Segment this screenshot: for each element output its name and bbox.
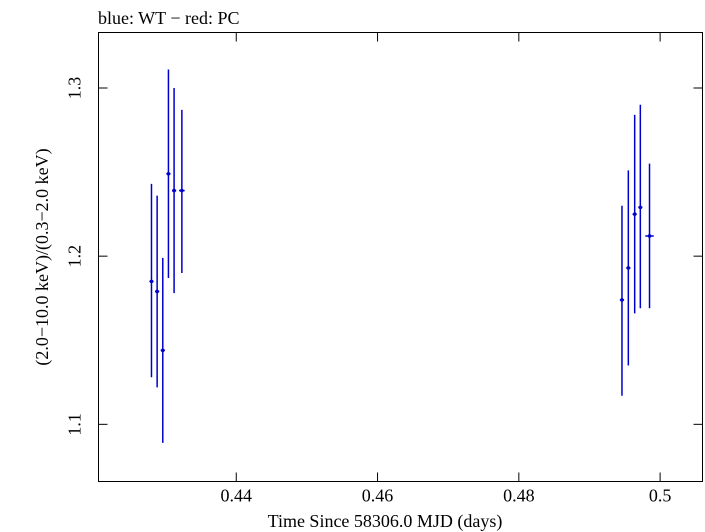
point-marker <box>166 171 171 176</box>
point-marker <box>180 188 184 193</box>
data-point <box>155 195 160 388</box>
data-point <box>171 87 177 294</box>
point-marker <box>638 205 643 210</box>
data-point <box>632 114 637 314</box>
point-marker <box>620 298 624 302</box>
series-wt <box>149 69 654 443</box>
point-marker <box>160 348 165 353</box>
data-point <box>626 170 631 366</box>
data-point <box>166 69 171 279</box>
y-axis-label: (2.0−10.0 keV)/(0.3−2.0 keV) <box>32 148 53 365</box>
x-axis-label: Time Since 58306.0 MJD (days) <box>268 511 503 532</box>
axis-tick-labels: 0.44 0.46 0.48 0.5 1.1 1.2 1.3 <box>65 77 672 506</box>
x-tick-label: 0.5 <box>649 486 672 506</box>
x-tick-label: 0.46 <box>362 486 394 506</box>
y-tick-label: 1.3 <box>65 77 85 100</box>
data-point <box>619 205 625 396</box>
point-marker <box>632 212 637 216</box>
point-marker <box>172 188 176 193</box>
point-marker <box>149 279 154 284</box>
data-point <box>160 257 165 443</box>
axis-ticks <box>98 32 703 482</box>
y-tick-label: 1.2 <box>65 245 85 268</box>
data-point <box>179 109 185 273</box>
data-point <box>638 104 643 309</box>
point-marker <box>155 289 159 294</box>
y-tick-label: 1.1 <box>65 413 85 436</box>
data-point <box>645 163 654 309</box>
x-tick-label: 0.44 <box>221 486 253 506</box>
point-marker <box>647 234 652 238</box>
chart-title: blue: WT − red: PC <box>98 8 239 28</box>
point-marker <box>626 266 631 270</box>
x-tick-label: 0.48 <box>503 486 535 506</box>
data-point <box>149 183 154 378</box>
plot-frame <box>98 32 703 482</box>
series-layer <box>149 69 654 443</box>
